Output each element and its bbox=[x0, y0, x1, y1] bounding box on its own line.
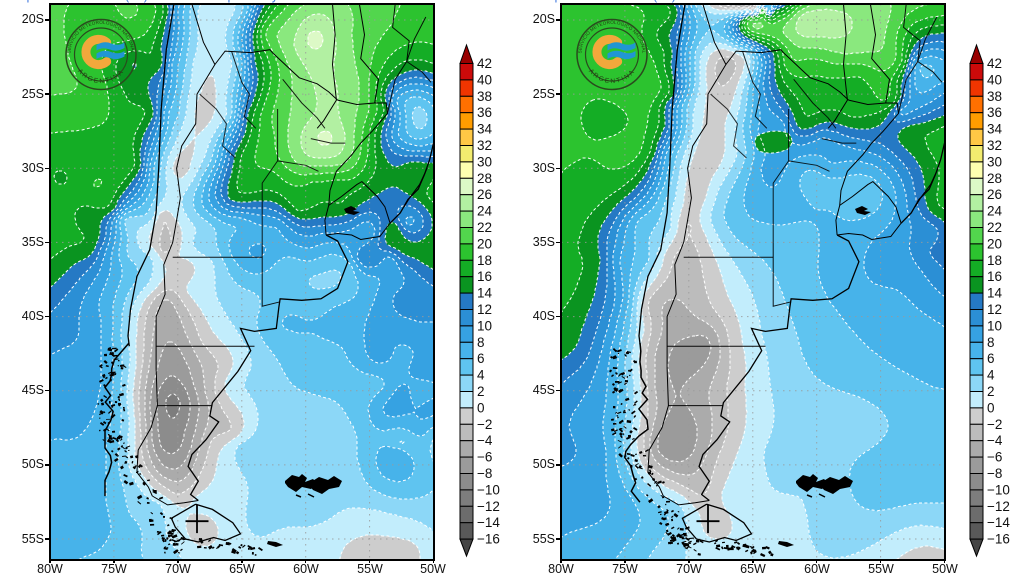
svg-text:40: 40 bbox=[987, 72, 1002, 87]
svg-text:4: 4 bbox=[477, 368, 485, 383]
svg-text:2: 2 bbox=[477, 384, 485, 399]
svg-text:14: 14 bbox=[987, 286, 1003, 301]
svg-text:−16: −16 bbox=[477, 532, 500, 547]
svg-text:−12: −12 bbox=[987, 499, 1010, 514]
svg-text:−14: −14 bbox=[477, 515, 500, 530]
svg-text:−2: −2 bbox=[477, 417, 492, 432]
svg-text:16: 16 bbox=[477, 269, 492, 284]
svg-text:−2: −2 bbox=[987, 417, 1002, 432]
svg-text:26: 26 bbox=[987, 187, 1002, 202]
svg-text:22: 22 bbox=[987, 220, 1002, 235]
svg-text:−16: −16 bbox=[987, 532, 1010, 547]
svg-text:14: 14 bbox=[477, 286, 493, 301]
svg-text:10: 10 bbox=[477, 318, 492, 333]
svg-text:36: 36 bbox=[987, 105, 1002, 120]
svg-text:28: 28 bbox=[987, 171, 1002, 186]
svg-text:−14: −14 bbox=[987, 515, 1010, 530]
svg-text:32: 32 bbox=[477, 138, 492, 153]
svg-text:8: 8 bbox=[477, 335, 485, 350]
svg-text:−8: −8 bbox=[987, 466, 1002, 481]
svg-text:36: 36 bbox=[477, 105, 492, 120]
svg-text:2: 2 bbox=[987, 384, 995, 399]
svg-text:18: 18 bbox=[987, 253, 1002, 268]
svg-text:−6: −6 bbox=[477, 450, 492, 465]
svg-text:24: 24 bbox=[987, 204, 1003, 219]
svg-text:30: 30 bbox=[987, 154, 1002, 169]
svg-text:−10: −10 bbox=[477, 482, 500, 497]
svg-text:28: 28 bbox=[477, 171, 492, 186]
svg-text:32: 32 bbox=[987, 138, 1002, 153]
svg-text:6: 6 bbox=[987, 351, 995, 366]
svg-text:−12: −12 bbox=[477, 499, 500, 514]
svg-text:4: 4 bbox=[987, 368, 995, 383]
svg-text:12: 12 bbox=[477, 302, 492, 317]
svg-text:10: 10 bbox=[987, 318, 1002, 333]
svg-text:12: 12 bbox=[987, 302, 1002, 317]
svg-text:−4: −4 bbox=[477, 433, 493, 448]
svg-text:0: 0 bbox=[477, 400, 485, 415]
svg-text:18: 18 bbox=[477, 253, 492, 268]
svg-text:42: 42 bbox=[987, 56, 1002, 71]
svg-text:8: 8 bbox=[987, 335, 995, 350]
svg-text:30: 30 bbox=[477, 154, 492, 169]
svg-text:26: 26 bbox=[477, 187, 492, 202]
svg-text:20: 20 bbox=[477, 236, 492, 251]
svg-text:20: 20 bbox=[987, 236, 1002, 251]
svg-text:34: 34 bbox=[987, 122, 1003, 137]
svg-text:38: 38 bbox=[477, 89, 492, 104]
svg-text:42: 42 bbox=[477, 56, 492, 71]
svg-text:16: 16 bbox=[987, 269, 1002, 284]
svg-text:−4: −4 bbox=[987, 433, 1003, 448]
svg-text:34: 34 bbox=[477, 122, 493, 137]
svg-text:22: 22 bbox=[477, 220, 492, 235]
svg-text:24: 24 bbox=[477, 204, 493, 219]
svg-text:−6: −6 bbox=[987, 450, 1002, 465]
svg-text:−10: −10 bbox=[987, 482, 1010, 497]
svg-text:38: 38 bbox=[987, 89, 1002, 104]
svg-text:40: 40 bbox=[477, 72, 492, 87]
svg-text:0: 0 bbox=[987, 400, 995, 415]
svg-text:6: 6 bbox=[477, 351, 485, 366]
svg-text:−8: −8 bbox=[477, 466, 492, 481]
